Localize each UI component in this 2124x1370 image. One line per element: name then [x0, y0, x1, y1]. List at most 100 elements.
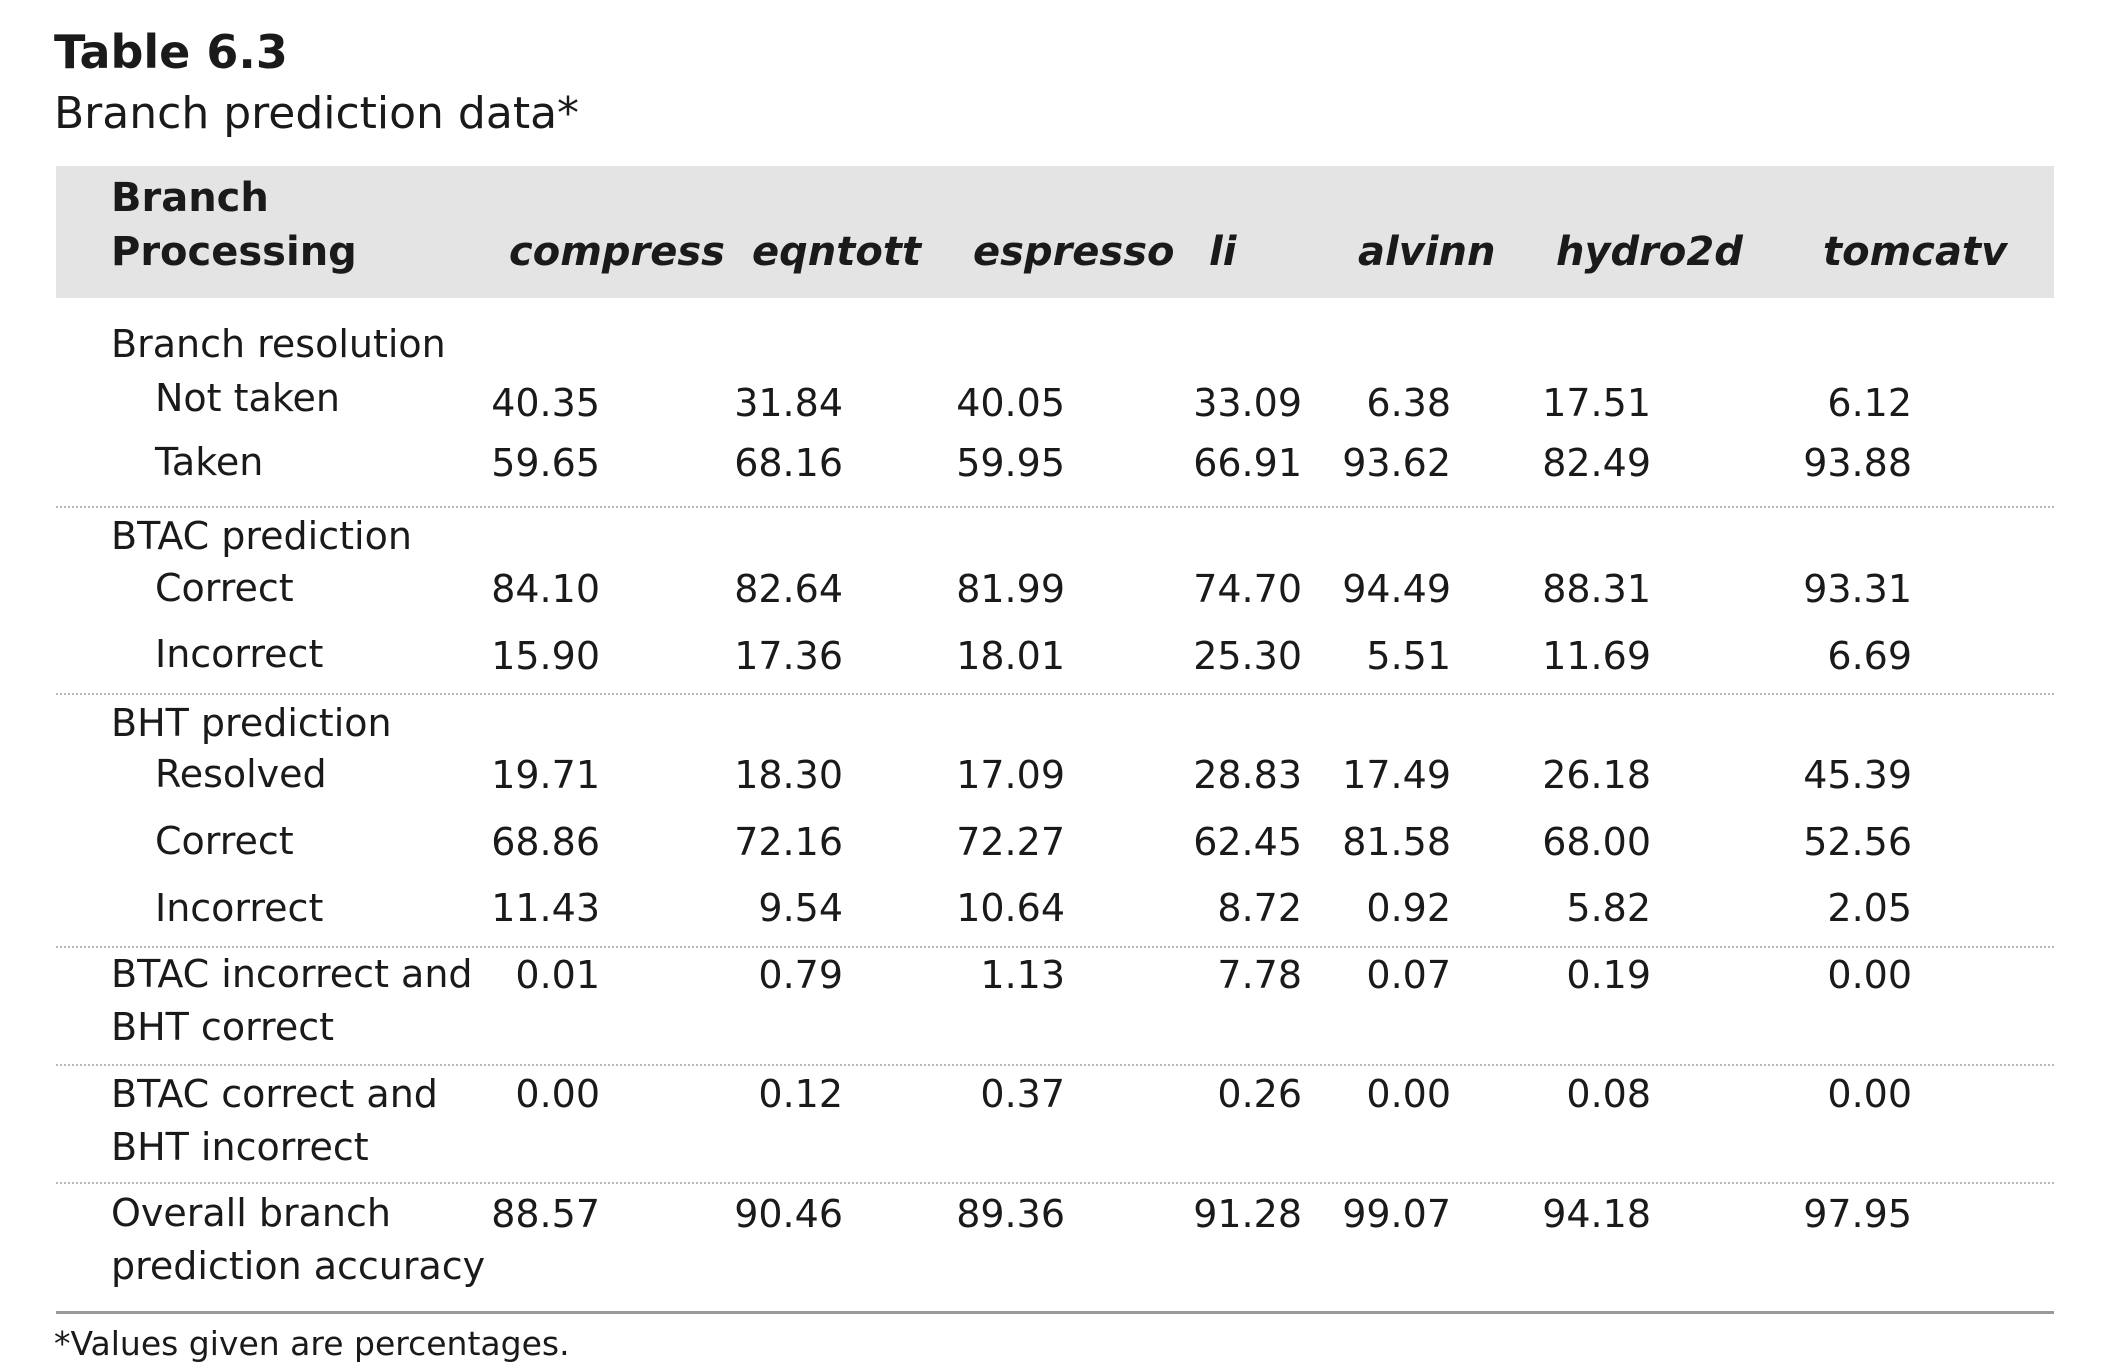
row-label-btac-incorrect: Incorrect: [155, 632, 324, 676]
value-cell-bht-correct-tomcatv: 52.56: [1803, 820, 1912, 864]
value-cell-bht-resolved-eqntott: 18.30: [734, 753, 843, 797]
value-cell-btac-correct-compress: 84.10: [491, 567, 600, 611]
value-cell-overall-accuracy-espresso: 89.36: [956, 1192, 1065, 1236]
value-cell-btac-correct-bht-incorrect-hydro2d: 0.08: [1566, 1072, 1651, 1116]
value-cell-btac-correct-espresso: 81.99: [956, 567, 1065, 611]
row-label-bht-resolved: Resolved: [155, 752, 327, 796]
value-cell-btac-incorrect-bht-correct-hydro2d: 0.19: [1566, 953, 1651, 997]
value-cell-bht-incorrect-tomcatv: 2.05: [1827, 886, 1912, 930]
column-header-compress: compress: [509, 229, 725, 275]
value-cell-bht-incorrect-alvinn: 0.92: [1366, 886, 1451, 930]
value-cell-bht-correct-hydro2d: 68.00: [1542, 820, 1651, 864]
table-number: Table 6.3: [54, 25, 288, 79]
value-cell-btac-incorrect-compress: 15.90: [491, 634, 600, 678]
value-cell-btac-incorrect-tomcatv: 6.69: [1827, 634, 1912, 678]
value-cell-bht-incorrect-hydro2d: 5.82: [1566, 886, 1651, 930]
value-cell-overall-accuracy-eqntott: 90.46: [734, 1192, 843, 1236]
value-cell-btac-incorrect-bht-correct-li: 7.78: [1217, 953, 1302, 997]
value-cell-taken-alvinn: 93.62: [1342, 441, 1451, 485]
value-cell-taken-espresso: 59.95: [956, 441, 1065, 485]
column-header-hydro2d: hydro2d: [1556, 229, 1743, 275]
value-cell-bht-correct-compress: 68.86: [491, 820, 600, 864]
value-cell-bht-resolved-hydro2d: 26.18: [1542, 753, 1651, 797]
table-caption: Branch prediction data*: [54, 88, 580, 139]
value-cell-overall-accuracy-alvinn: 99.07: [1342, 1192, 1451, 1236]
value-cell-bht-resolved-alvinn: 17.49: [1342, 753, 1451, 797]
value-cell-overall-accuracy-tomcatv: 97.95: [1803, 1192, 1912, 1236]
value-cell-btac-incorrect-bht-correct-tomcatv: 0.00: [1827, 953, 1912, 997]
value-cell-overall-accuracy-compress: 88.57: [491, 1192, 600, 1236]
footnote: *Values given are percentages.: [54, 1324, 570, 1363]
section-label-bht-prediction: BHT prediction: [111, 701, 392, 745]
value-cell-btac-correct-bht-incorrect-alvinn: 0.00: [1366, 1072, 1451, 1116]
value-cell-btac-correct-bht-incorrect-compress: 0.00: [515, 1072, 600, 1116]
value-cell-btac-correct-eqntott: 82.64: [734, 567, 843, 611]
value-cell-btac-correct-bht-incorrect-eqntott: 0.12: [758, 1072, 843, 1116]
value-cell-btac-incorrect-eqntott: 17.36: [734, 634, 843, 678]
value-cell-bht-resolved-tomcatv: 45.39: [1803, 753, 1912, 797]
value-cell-btac-incorrect-hydro2d: 11.69: [1542, 634, 1651, 678]
section-separator: [56, 946, 2054, 948]
value-cell-not-taken-tomcatv: 6.12: [1827, 381, 1912, 425]
row-label-overall-line1: Overall branch: [111, 1191, 391, 1235]
value-cell-bht-correct-alvinn: 81.58: [1342, 820, 1451, 864]
value-cell-bht-incorrect-eqntott: 9.54: [758, 886, 843, 930]
value-cell-taken-tomcatv: 93.88: [1803, 441, 1912, 485]
value-cell-btac-incorrect-li: 25.30: [1193, 634, 1302, 678]
row-label-btac-correct-bht-incorrect-line2: BHT incorrect: [111, 1125, 369, 1169]
row-label-btac-incorrect-bht-correct-line1: BTAC incorrect and: [111, 952, 473, 996]
value-cell-btac-incorrect-bht-correct-alvinn: 0.07: [1366, 953, 1451, 997]
value-cell-btac-incorrect-bht-correct-compress: 0.01: [515, 953, 600, 997]
column-header-li: li: [1209, 229, 1237, 275]
row-label-btac-incorrect-bht-correct-line2: BHT correct: [111, 1005, 334, 1049]
row-label-taken: Taken: [155, 440, 264, 484]
value-cell-taken-li: 66.91: [1193, 441, 1302, 485]
value-cell-btac-incorrect-bht-correct-eqntott: 0.79: [758, 953, 843, 997]
value-cell-bht-correct-espresso: 72.27: [956, 820, 1065, 864]
value-cell-bht-correct-eqntott: 72.16: [734, 820, 843, 864]
value-cell-btac-correct-hydro2d: 88.31: [1542, 567, 1651, 611]
value-cell-bht-resolved-espresso: 17.09: [956, 753, 1065, 797]
section-separator: [56, 1182, 2054, 1184]
section-separator: [56, 693, 2054, 695]
row-label-bht-correct: Correct: [155, 819, 294, 863]
value-cell-btac-correct-bht-incorrect-li: 0.26: [1217, 1072, 1302, 1116]
value-cell-btac-correct-li: 74.70: [1193, 567, 1302, 611]
section-label-btac-prediction: BTAC prediction: [111, 514, 412, 558]
section-label-branch-resolution: Branch resolution: [111, 322, 446, 366]
header-row-label-line2: Processing: [111, 229, 357, 275]
value-cell-btac-correct-bht-incorrect-tomcatv: 0.00: [1827, 1072, 1912, 1116]
row-label-bht-incorrect: Incorrect: [155, 886, 324, 930]
column-header-tomcatv: tomcatv: [1823, 229, 2008, 275]
row-label-btac-correct-bht-incorrect-line1: BTAC correct and: [111, 1072, 438, 1116]
value-cell-btac-incorrect-alvinn: 5.51: [1366, 634, 1451, 678]
column-header-eqntott: eqntott: [752, 229, 922, 275]
value-cell-bht-incorrect-li: 8.72: [1217, 886, 1302, 930]
value-cell-not-taken-alvinn: 6.38: [1366, 381, 1451, 425]
value-cell-bht-resolved-compress: 19.71: [491, 753, 600, 797]
value-cell-btac-correct-tomcatv: 93.31: [1803, 567, 1912, 611]
section-separator: [56, 506, 2054, 508]
header-row-label-line1: Branch: [111, 175, 269, 221]
table-bottom-rule: [56, 1311, 2054, 1314]
value-cell-not-taken-eqntott: 31.84: [734, 381, 843, 425]
value-cell-not-taken-compress: 40.35: [491, 381, 600, 425]
section-separator: [56, 1064, 2054, 1066]
table-header-band: [56, 166, 2054, 298]
value-cell-overall-accuracy-li: 91.28: [1193, 1192, 1302, 1236]
row-label-btac-correct: Correct: [155, 566, 294, 610]
value-cell-not-taken-espresso: 40.05: [956, 381, 1065, 425]
value-cell-not-taken-li: 33.09: [1193, 381, 1302, 425]
value-cell-btac-correct-alvinn: 94.49: [1342, 567, 1451, 611]
value-cell-bht-correct-li: 62.45: [1193, 820, 1302, 864]
value-cell-not-taken-hydro2d: 17.51: [1542, 381, 1651, 425]
value-cell-taken-eqntott: 68.16: [734, 441, 843, 485]
column-header-alvinn: alvinn: [1358, 229, 1496, 275]
value-cell-btac-incorrect-bht-correct-espresso: 1.13: [980, 953, 1065, 997]
value-cell-taken-hydro2d: 82.49: [1542, 441, 1651, 485]
row-label-overall-line2: prediction accuracy: [111, 1244, 486, 1288]
value-cell-overall-accuracy-hydro2d: 94.18: [1542, 1192, 1651, 1236]
column-header-espresso: espresso: [973, 229, 1175, 275]
value-cell-btac-incorrect-espresso: 18.01: [956, 634, 1065, 678]
